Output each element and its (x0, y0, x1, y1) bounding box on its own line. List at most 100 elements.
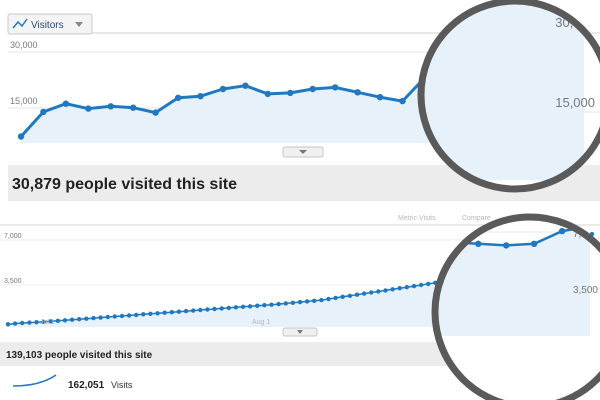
top-data-point[interactable] (354, 89, 361, 96)
bottom-magnifier-data-point[interactable] (112, 274, 118, 280)
bottom-data-point[interactable] (134, 312, 139, 318)
top-data-point[interactable] (264, 90, 271, 98)
bottom-data-point[interactable] (319, 297, 324, 303)
bottom-data-point[interactable] (105, 314, 110, 320)
bottom-data-point[interactable] (176, 309, 182, 314)
bottom-magnifier-data-point[interactable] (224, 253, 230, 259)
bottom-data-point[interactable] (212, 306, 217, 312)
bottom-data-point[interactable] (141, 312, 146, 317)
bottom-data-point[interactable] (162, 310, 167, 315)
top-data-point[interactable] (242, 82, 249, 89)
bottom-data-point[interactable] (347, 293, 353, 298)
bottom-data-point[interactable] (191, 308, 196, 313)
top-data-point[interactable] (219, 85, 227, 93)
bottom-magnifier-data-point[interactable] (586, 223, 594, 230)
bottom-data-point[interactable] (169, 310, 174, 315)
bottom-data-point[interactable] (283, 301, 288, 306)
top-data-point[interactable] (62, 100, 70, 107)
bottom-magnifier-data-point[interactable] (530, 240, 538, 247)
bottom-data-point[interactable] (148, 311, 153, 316)
bottom-data-point[interactable] (361, 291, 367, 296)
top-data-point[interactable] (40, 108, 47, 116)
top-data-point[interactable] (197, 93, 204, 100)
bottom-data-point[interactable] (12, 321, 18, 326)
bottom-data-point[interactable] (255, 303, 260, 308)
bottom-data-point[interactable] (219, 306, 224, 311)
bottom-data-point[interactable] (226, 305, 231, 311)
bottom-magnifier-data-point[interactable] (558, 227, 566, 235)
bottom-magnifier-data-point[interactable] (419, 237, 425, 243)
bottom-data-point[interactable] (183, 308, 189, 314)
bottom-magnifier-data-point[interactable] (56, 277, 62, 283)
bottom-data-point[interactable] (198, 307, 203, 313)
bottom-data-point[interactable] (119, 313, 125, 319)
bottom-data-point[interactable] (98, 315, 103, 320)
bottom-data-point[interactable] (290, 300, 296, 305)
bottom-data-point[interactable] (418, 282, 424, 288)
bottom-data-point[interactable] (27, 320, 32, 325)
bottom-data-point[interactable] (84, 316, 89, 321)
bottom-data-point[interactable] (233, 305, 239, 310)
bottom-data-point[interactable] (276, 301, 281, 307)
bottom-data-point[interactable] (397, 286, 402, 291)
compare-link[interactable]: Compare (462, 215, 491, 222)
bottom-data-point[interactable] (411, 283, 417, 289)
visitors-tab-box[interactable] (7, 13, 93, 35)
bottom-data-point[interactable] (369, 290, 374, 295)
bottom-data-point[interactable] (5, 322, 11, 327)
bottom-data-point[interactable] (326, 296, 331, 302)
metric-visits-link[interactable]: Metric Visits (398, 215, 436, 222)
top-data-point[interactable] (152, 109, 159, 116)
bottom-data-point[interactable] (205, 307, 210, 312)
bottom-data-point[interactable] (62, 318, 68, 323)
top-data-point[interactable] (309, 85, 316, 93)
bottom-magnifier-data-point[interactable] (28, 278, 34, 284)
chevron-down-icon[interactable] (75, 22, 83, 27)
bottom-data-point[interactable] (69, 317, 75, 322)
top-data-point[interactable] (130, 104, 137, 111)
bottom-magnifier-data-point[interactable] (391, 242, 397, 248)
top-data-point[interactable] (376, 94, 384, 101)
top-magnifier-data-point[interactable] (168, 10, 178, 20)
bottom-magnifier-data-point[interactable] (140, 272, 146, 278)
visitors-tab[interactable]: Visitors (7, 13, 93, 35)
top-data-point[interactable] (287, 89, 294, 97)
bottom-data-point[interactable] (55, 318, 61, 323)
top-data-point[interactable] (85, 105, 92, 112)
bottom-data-point[interactable] (404, 285, 409, 290)
bottom-magnifier-data-point[interactable] (196, 241, 202, 247)
bottom-magnifier-data-point[interactable] (168, 269, 174, 275)
bottom-data-point[interactable] (41, 319, 46, 324)
bottom-data-point[interactable] (390, 287, 395, 292)
bottom-magnifier-data-point[interactable] (252, 247, 258, 253)
bottom-data-point[interactable] (20, 320, 25, 326)
bottom-data-point[interactable] (376, 289, 381, 294)
bottom-data-point[interactable] (34, 320, 39, 325)
bottom-magnifier-data-point[interactable] (280, 245, 286, 251)
bottom-data-point[interactable] (304, 299, 310, 304)
top-magnifier-data-point[interactable] (305, 12, 315, 22)
bottom-data-point[interactable] (297, 299, 303, 305)
top-data-point[interactable] (174, 94, 182, 102)
bottom-magnifier-data-point[interactable] (503, 242, 510, 249)
bottom-data-point[interactable] (112, 314, 118, 319)
bottom-magnifier-data-point[interactable] (475, 240, 482, 247)
bottom-data-point[interactable] (312, 298, 317, 303)
bottom-data-point[interactable] (333, 295, 338, 301)
bottom-chart-resize-handle[interactable] (282, 327, 318, 337)
bottom-data-point[interactable] (262, 303, 267, 308)
bottom-magnifier-data-point[interactable] (84, 276, 90, 282)
bottom-data-point[interactable] (426, 281, 431, 287)
top-chart-resize-handle[interactable] (282, 146, 324, 158)
bottom-data-point[interactable] (247, 304, 253, 309)
bottom-magnifier-data-point[interactable] (363, 244, 369, 250)
bottom-magnifier-data-point[interactable] (308, 241, 314, 247)
bottom-data-point[interactable] (77, 317, 82, 322)
bottom-data-point[interactable] (155, 311, 160, 316)
bottom-data-point[interactable] (240, 304, 246, 309)
bottom-data-point[interactable] (383, 288, 388, 293)
bottom-data-point[interactable] (340, 294, 345, 299)
top-data-point[interactable] (17, 133, 25, 140)
top-data-point[interactable] (107, 103, 115, 110)
bottom-data-point[interactable] (126, 313, 132, 318)
